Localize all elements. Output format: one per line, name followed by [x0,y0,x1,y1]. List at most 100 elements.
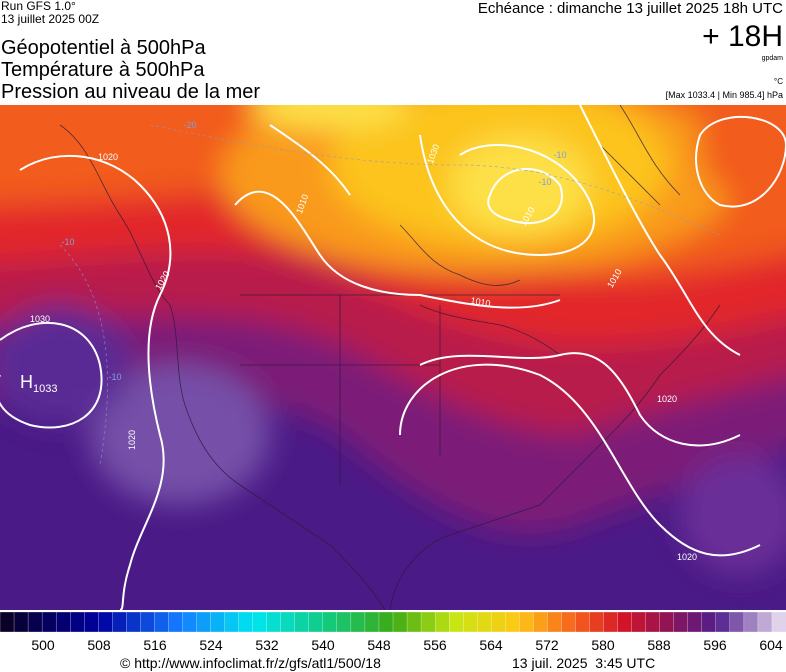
color-swatch [350,612,366,633]
color-swatch [322,612,338,633]
color-swatch [27,612,43,633]
color-swatch [729,612,745,633]
color-swatch [631,612,647,633]
color-swatch [210,612,226,633]
colorbar-label: 548 [367,637,391,653]
color-swatch [378,612,394,633]
colorbar-label: 500 [31,637,55,653]
color-swatch [519,612,535,633]
colorbar-label: 516 [143,637,167,653]
isobars [0,105,786,610]
color-swatch [659,612,675,633]
footer-timestamp: 13 juil. 2025 3:45 UTC [512,655,656,671]
temperature-label: -10 [538,177,551,187]
color-swatch [168,612,184,633]
color-swatch [448,612,464,633]
unit-label: °C [774,77,783,86]
color-swatch [575,612,591,633]
color-swatch [224,612,240,633]
colorbar-label: 556 [423,637,447,653]
colorbar-label: 508 [87,637,111,653]
color-swatch [238,612,254,633]
isobar-label: 1020 [98,152,118,162]
color-swatch [154,612,170,633]
title-line: Température à 500hPa [1,59,205,81]
title-line: Pression au niveau de la mer [1,81,261,103]
color-swatch [603,612,619,633]
isotherms [59,124,721,466]
color-swatch [13,612,29,633]
pressure-range: [Max 1033.4 | Min 985.4] hPa [665,90,783,100]
temperature-label: -10 [61,237,74,247]
color-swatch [561,612,577,633]
color-swatch [140,612,156,633]
colorbar-label: 588 [647,637,671,653]
color-swatch [491,612,506,633]
temperature-label: -20 [183,120,196,130]
colorbar-label: 524 [199,637,223,653]
footer-url: © http://www.infoclimat.fr/z/gfs/atl1/50… [120,655,381,671]
color-swatch [463,612,478,633]
unit-label: gpdam [761,55,783,62]
run-label: Run GFS 1.0° [1,0,76,13]
color-swatch [112,612,127,633]
colorbar-label: 540 [311,637,335,653]
color-swatch [98,612,113,633]
color-swatch [617,612,633,633]
color-swatch [589,612,605,633]
color-swatch [182,612,198,633]
color-swatch [771,612,786,633]
color-swatch [55,612,71,633]
color-swatch [687,612,703,633]
forecast-time: Echéance : dimanche 13 juillet 2025 18h … [477,0,783,17]
high-value: 1033 [33,383,57,395]
title-line: Géopotentiel à 500hPa [1,37,206,59]
color-swatch [434,612,450,633]
run-date: 13 juillet 2025 00Z [1,12,100,26]
isobar-label: 1020 [677,552,697,562]
color-swatch [336,612,352,633]
color-swatch [280,612,296,633]
color-swatch [547,612,563,633]
color-swatch [701,612,717,633]
isobar-label: 1030 [30,314,50,324]
color-swatch [41,612,57,633]
lead-time: + 18H [702,20,783,53]
color-swatch [364,612,380,633]
color-swatch [252,612,268,633]
color-swatch [715,612,731,633]
colorbar: 500 508 516 524 532 540 548 556 564 572 580 588 596 6… [0,612,786,653]
isobar-label: 1020 [127,430,137,450]
color-swatch [757,612,773,633]
color-swatch [645,612,661,633]
map: H 1033 102010101030102010301010101010201… [0,105,786,610]
colorbar-label: 564 [479,637,503,653]
color-swatch [126,612,142,633]
color-swatch [392,612,408,633]
color-swatch [743,612,759,633]
color-swatch [308,612,324,633]
temperature-label: -10 [553,150,566,160]
color-swatch [196,612,212,633]
field: H 1033 [0,105,786,610]
colorbar-label: 604 [759,637,783,653]
color-swatch [673,612,689,633]
high-letter: H [20,372,33,392]
color-swatch [505,612,520,633]
colorbar-label: 532 [255,637,279,653]
color-swatch [84,612,99,633]
color-swatch [266,612,282,633]
color-swatch [533,612,549,633]
color-swatch [420,612,436,633]
color-swatch [477,612,492,633]
colorbar-label: 596 [703,637,727,653]
color-swatch [406,612,422,633]
isobar-label: 1010 [470,295,491,308]
isobar-label: 1020 [657,394,677,404]
color-swatch [294,612,310,633]
color-swatch [70,612,85,633]
colorbar-label: 580 [591,637,615,653]
temperature-label: -10 [108,372,121,382]
colorbar-label: 572 [535,637,559,653]
